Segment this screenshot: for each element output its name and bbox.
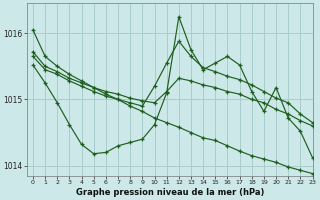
X-axis label: Graphe pression niveau de la mer (hPa): Graphe pression niveau de la mer (hPa) bbox=[76, 188, 264, 197]
